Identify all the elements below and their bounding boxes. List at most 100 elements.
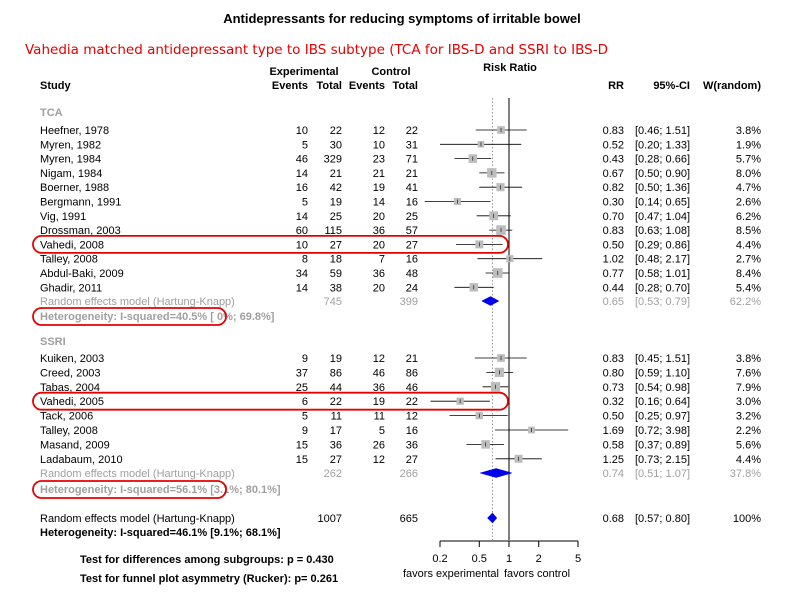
ci-value: [0.28; 0.66] [635,154,690,166]
exp-total: 59 [330,268,342,280]
exp-events: 14 [296,168,308,180]
subgroup-summary-label: Random effects model (Hartung-Knapp) [40,296,235,308]
exp-total: 27 [330,239,342,251]
risk-ratio-value: 1.69 [603,425,624,437]
study-name: Talley, 2008 [40,425,98,437]
column-headers: Experimental Control Risk Ratio Study Ev… [40,62,761,92]
exp-events: 14 [296,282,308,294]
study-name: Boerner, 1988 [40,182,109,194]
ci-value: [0.25; 0.97] [635,411,690,423]
exp-total: 11 [331,411,342,423]
risk-ratio-value: 0.58 [603,439,624,451]
risk-ratio-value: 0.50 [603,411,624,423]
header-weight: W(random) [703,80,761,92]
study-name: Vahedi, 2008 [40,239,104,251]
exp-total: 36 [330,439,342,451]
subgroup-summary-ci: [0.51; 1.07] [635,468,690,480]
study-name: Nigam, 1984 [40,168,102,180]
ctrl-events: 19 [373,182,385,194]
header-rr: RR [608,80,624,92]
exp-events: 60 [296,225,308,237]
overall-exp-total: 1007 [318,513,342,525]
exp-events: 46 [296,154,308,166]
weight-value: 8.4% [736,268,761,280]
exp-total: 17 [330,425,342,437]
exp-total: 86 [330,367,342,379]
exp-events: 10 [296,239,308,251]
study-name: Ghadir, 2011 [40,282,102,294]
ctrl-events: 36 [373,268,385,280]
exp-total: 19 [330,353,342,365]
exp-total: 38 [330,282,342,294]
weight-value: 4.7% [736,182,761,194]
ci-value: [0.50; 1.36] [635,182,690,194]
exp-total: 22 [330,396,342,408]
weight-value: 5.4% [736,282,761,294]
test-subgroup-differences: Test for differences among subgroups: p … [80,554,334,566]
x-tick-label: 5 [575,553,581,565]
ctrl-events: 20 [373,239,385,251]
study-name: Talley, 2008 [40,254,98,266]
exp-total: 27 [330,454,342,466]
x-tick-label: 2 [536,553,542,565]
risk-ratio-value: 0.77 [603,268,624,280]
weight-value: 7.9% [736,382,761,394]
exp-events: 14 [296,211,308,223]
heterogeneity-highlight-oval [32,480,227,499]
weight-value: 3.0% [736,396,761,408]
ci-value: [0.46; 1.51] [635,125,690,137]
ctrl-total: 31 [406,139,418,151]
ctrl-events: 14 [373,197,385,209]
ci-value: [0.47; 1.04] [635,211,690,223]
subgroup-summary-diamond [481,296,500,306]
subgroup-summary-rr: 0.65 [603,296,624,308]
highlight-oval [32,391,509,411]
exp-total: 25 [330,211,342,223]
ci-value: [0.16; 0.64] [635,396,690,408]
ctrl-events: 12 [373,353,385,365]
subgroup-summary-ctrl-total: 399 [400,296,418,308]
ctrl-events: 19 [373,396,385,408]
ctrl-total: 46 [406,382,418,394]
study-name: Masand, 2009 [40,439,110,451]
exp-events: 5 [302,197,308,209]
risk-ratio-value: 0.73 [603,382,624,394]
exp-total: 30 [330,139,342,151]
ctrl-total: 36 [406,439,418,451]
ci-value: [0.28; 0.70] [635,282,690,294]
study-name: Tack, 2006 [40,411,93,423]
ctrl-total: 16 [406,425,418,437]
header-control: Control [371,66,410,78]
exp-events: 25 [296,382,308,394]
ci-value: [0.58; 1.01] [635,268,690,280]
overall-summary-label: Random effects model (Hartung-Knapp) [40,513,235,525]
study-name: Myren, 1982 [40,139,101,151]
heterogeneity-highlight-oval [32,307,227,326]
ctrl-events: 26 [373,439,385,451]
exp-events: 16 [296,182,308,194]
header-experimental: Experimental [269,66,338,78]
annotation-note: Vahedia matched antidepressant type to I… [25,42,608,58]
overall-ci: [0.57; 0.80] [635,513,690,525]
risk-ratio-value: 0.50 [603,239,624,251]
ci-value: [0.14; 0.65] [635,197,690,209]
ctrl-total: 57 [406,225,418,237]
ci-value: [0.45; 1.51] [635,353,690,365]
subgroup-summary-ctrl-total: 266 [400,468,418,480]
exp-events: 34 [296,268,308,280]
risk-ratio-value: 0.83 [603,353,624,365]
subgroup-label-tca: TCA [40,107,63,119]
chart-title: Antidepressants for reducing symptoms of… [223,11,581,26]
header-ctrl-total: Total [393,80,418,92]
ctrl-events: 12 [373,125,385,137]
risk-ratio-value: 0.83 [603,125,624,137]
subgroup-summary-exp-total: 262 [324,468,342,480]
study-name: Bergmann, 1991 [40,197,121,209]
exp-events: 6 [302,396,308,408]
x-tick-label: 0.2 [432,553,447,565]
exp-events: 15 [296,454,308,466]
ctrl-total: 12 [406,411,418,423]
ctrl-total: 41 [406,182,418,194]
